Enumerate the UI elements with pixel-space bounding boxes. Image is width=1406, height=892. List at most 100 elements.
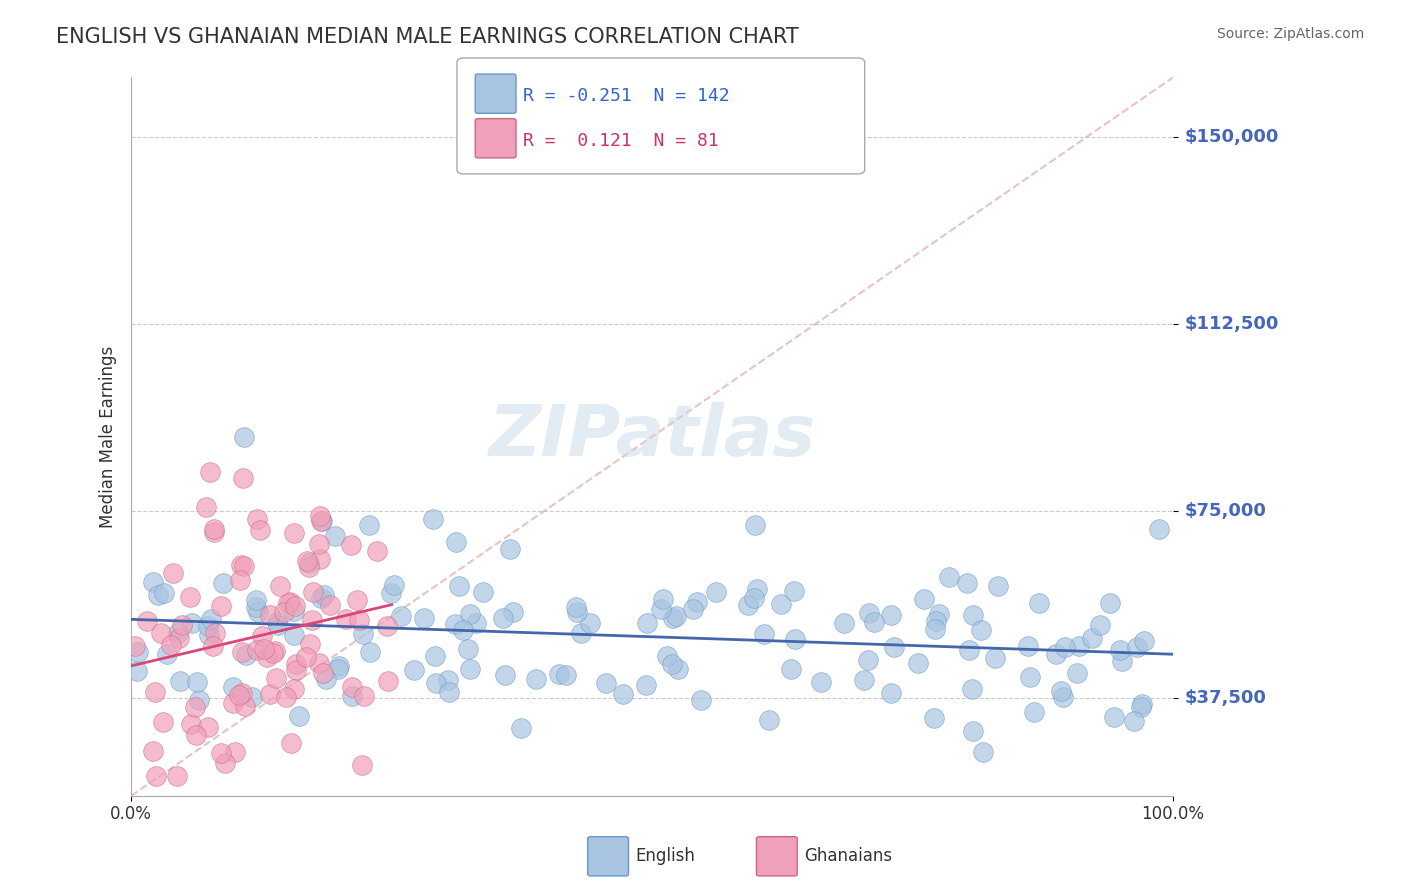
Point: [858, 606, 880, 620]
Point: [444, 616, 467, 631]
Point: [228, 688, 250, 702]
Point: [202, 522, 225, 536]
Point: [650, 602, 672, 616]
Point: [1130, 697, 1153, 711]
Point: [308, 537, 330, 551]
Point: [810, 674, 832, 689]
Point: [883, 640, 905, 655]
Point: [294, 649, 316, 664]
Point: [1067, 640, 1090, 654]
Point: [912, 591, 935, 606]
Point: [170, 618, 193, 632]
Point: [569, 625, 592, 640]
Point: [349, 613, 371, 627]
Point: [852, 673, 875, 688]
Point: [231, 558, 253, 573]
Point: [179, 590, 201, 604]
Point: [1098, 596, 1121, 610]
Point: [492, 611, 515, 625]
Text: $112,500: $112,500: [1184, 316, 1278, 334]
Point: [1045, 647, 1067, 661]
Point: [661, 657, 683, 671]
Point: [284, 599, 307, 613]
Point: [1028, 596, 1050, 610]
Point: [451, 624, 474, 638]
Point: [315, 672, 337, 686]
Y-axis label: Median Male Earnings: Median Male Earnings: [100, 345, 117, 528]
Point: [309, 552, 332, 566]
Point: [636, 616, 658, 631]
Point: [655, 649, 678, 664]
Point: [288, 709, 311, 723]
Point: [458, 662, 481, 676]
Text: ZIPatlas: ZIPatlas: [488, 402, 815, 471]
Point: [1080, 631, 1102, 645]
Point: [309, 591, 332, 606]
Point: [744, 518, 766, 533]
Point: [169, 673, 191, 688]
Text: R =  0.121  N = 81: R = 0.121 N = 81: [523, 132, 718, 150]
Point: [928, 607, 950, 621]
Text: $75,000: $75,000: [1184, 502, 1265, 520]
Point: [758, 713, 780, 727]
Point: [283, 604, 305, 618]
Point: [972, 745, 994, 759]
Point: [352, 627, 374, 641]
Point: [510, 721, 533, 735]
Point: [350, 758, 373, 772]
Point: [301, 613, 323, 627]
Point: [962, 724, 984, 739]
Point: [269, 579, 291, 593]
Point: [357, 518, 380, 533]
Point: [298, 637, 321, 651]
Point: [1052, 690, 1074, 704]
Point: [295, 554, 318, 568]
Point: [128, 644, 150, 658]
Point: [863, 615, 886, 629]
Point: [142, 574, 165, 589]
Point: [280, 595, 302, 609]
Point: [325, 529, 347, 543]
Point: [425, 676, 447, 690]
Point: [685, 595, 707, 609]
Point: [962, 608, 984, 623]
Point: [437, 673, 460, 687]
Point: [689, 693, 711, 707]
Point: [232, 430, 254, 444]
Point: [201, 639, 224, 653]
Point: [312, 665, 335, 680]
Point: [284, 663, 307, 677]
Text: $37,500: $37,500: [1184, 690, 1265, 707]
Point: [180, 616, 202, 631]
Point: [240, 690, 263, 705]
Point: [1053, 640, 1076, 654]
Point: [312, 588, 335, 602]
Point: [924, 622, 946, 636]
Point: [162, 566, 184, 580]
Point: [274, 690, 297, 704]
Point: [970, 624, 993, 638]
Point: [1122, 714, 1144, 728]
Point: [380, 586, 402, 600]
Point: [253, 642, 276, 657]
Point: [956, 575, 979, 590]
Point: [166, 769, 188, 783]
Point: [402, 663, 425, 677]
Point: [231, 686, 253, 700]
Point: [246, 643, 269, 657]
Point: [233, 558, 256, 573]
Point: [150, 625, 173, 640]
Point: [249, 524, 271, 538]
Point: [682, 602, 704, 616]
Point: [146, 588, 169, 602]
Point: [222, 697, 245, 711]
Point: [547, 667, 569, 681]
Text: ENGLISH VS GHANAIAN MEDIAN MALE EARNINGS CORRELATION CHART: ENGLISH VS GHANAIAN MEDIAN MALE EARNINGS…: [56, 27, 799, 46]
Point: [957, 643, 980, 657]
Point: [346, 592, 368, 607]
Point: [198, 628, 221, 642]
Point: [263, 644, 285, 658]
Point: [1108, 643, 1130, 657]
Point: [309, 514, 332, 528]
Point: [389, 609, 412, 624]
